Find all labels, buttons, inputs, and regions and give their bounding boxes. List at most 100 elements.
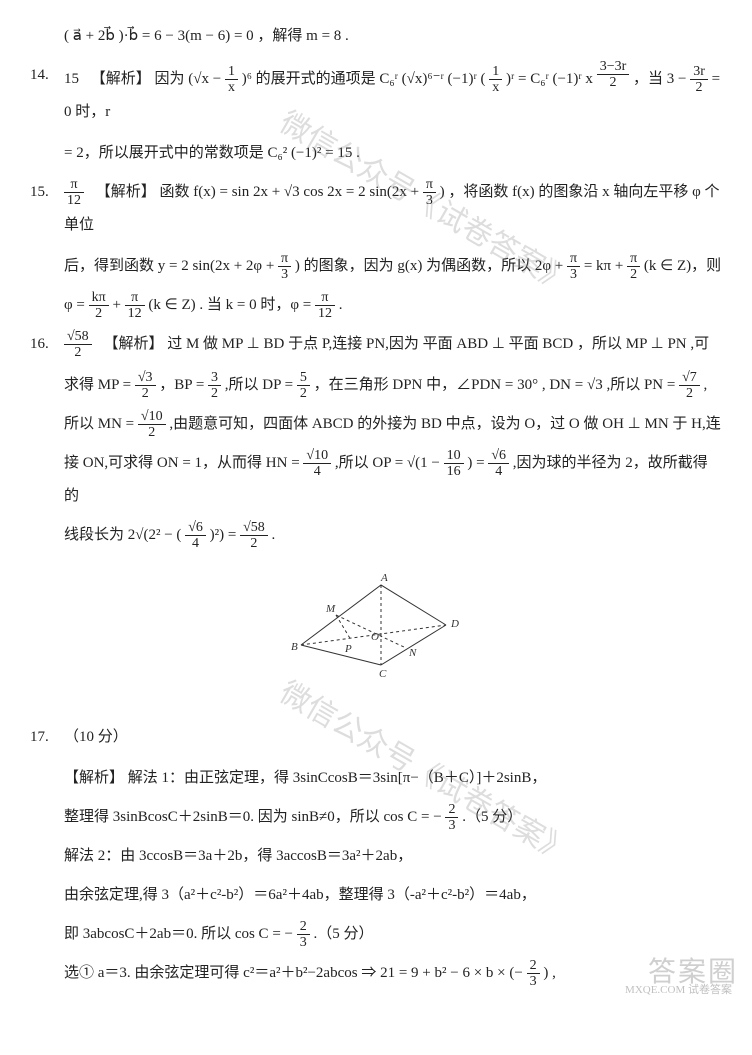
fraction: √64 [488,448,509,480]
fraction: √32 [135,370,156,402]
question-body: √582 【解析】 过 M 做 MP ⊥ BD 于点 P,连接 PN,因为 平面… [64,328,722,361]
text: . [339,297,343,313]
text: )²) = [210,527,240,543]
fraction: 1x [225,64,238,96]
svg-text:O: O [371,631,379,643]
question-body: （10 分） [64,721,722,754]
text: ,所以 OP = √(1 − [335,455,444,471]
text: )⁶ 的展开式的通项是 C₆ʳ (√x)⁶⁻ʳ (−1)ʳ ( [242,71,486,87]
svg-text:P: P [344,643,352,655]
fraction: kπ2 [89,290,109,322]
fraction: 3r2 [690,64,708,96]
analysis-tag: 【解析】 [91,71,151,87]
points: （10 分） [64,729,128,745]
fraction: π3 [423,177,436,209]
tetrahedron-diagram: A B C D M N P O [30,570,722,703]
answer-value: π12 [64,177,84,209]
text-line: 选① a＝3. 由余弦定理可得 c²＝a²＋b²−2abcos ⇒ 21 = 9… [64,957,722,990]
text: ，在三角形 DPN 中，∠PDN = 30° , DN = √3 ,所以 PN … [314,377,679,393]
question-number: 15. [30,176,64,242]
fraction: √64 [185,520,206,552]
text: . [272,527,276,543]
text: , [704,377,708,393]
analysis-tag: 【解析】 [64,770,124,786]
fraction: π3 [278,251,291,283]
text-line: 后，得到函数 y = 2 sin(2x + 2φ + π3 ) 的图象，因为 g… [64,250,722,283]
text: 即 3abcosC＋2ab＝0. 所以 cos C = − [64,926,297,942]
text: (k ∈ Z)，则 [644,258,721,274]
fraction: 52 [297,370,310,402]
fraction: 32 [208,370,221,402]
fraction: π12 [315,290,335,322]
text: 因为 (√x − [155,71,225,87]
text-line: 由余弦定理,得 3（a²＋c²-b²）＝6a²＋4ab，整理得 3（-a²＋c²… [64,879,722,912]
text: 解法 1：由正弦定理，得 3sinCcosB＝3sin[π−（B＋C）]＋2si… [128,770,547,786]
text-line: 线段长为 2√(2² − ( √64 )²) = √582 . [64,519,722,552]
question-number: 14. [30,59,64,129]
text-line: 解法 2：由 3ccosB＝3a＋2b，得 3accosB＝3a²＋2ab， [64,840,722,873]
text: )ʳ = C₆ʳ (−1)ʳ x [506,71,593,87]
analysis-tag: 【解析】 [96,184,156,200]
fraction: 1x [489,64,502,96]
text: ) = [467,455,488,471]
corner-sub: MXQE.COM 试卷答案 [625,978,732,1002]
line-top: ( a⃗ + 2b⃗ )·b⃗ = 6 − 3(m − 6) = 0 ，解得 m… [64,20,722,53]
text-line: 即 3abcosC＋2ab＝0. 所以 cos C = − 23 .（5 分） [64,918,722,951]
text: .（5 分） [462,809,522,825]
fraction: √104 [303,448,331,480]
text: 后，得到函数 y = 2 sin(2x + 2φ + [64,258,278,274]
text: + [112,297,124,313]
fraction: 23 [527,958,540,990]
svg-text:N: N [408,647,417,659]
svg-text:D: D [450,618,459,630]
question-number: 17. [30,721,64,754]
fraction: 3−3r2 [597,59,630,91]
analysis-tag: 【解析】 [103,336,163,352]
text: 整理得 3sinBcosC＋2sinB＝0. 因为 sinB≠0，所以 cos … [64,809,445,825]
text: φ = [64,297,89,313]
answer-value: 15 [64,63,79,96]
fraction: π3 [567,251,580,283]
text: ) 的图象，因为 g(x) 为偶函数，所以 2φ + [295,258,567,274]
text: = kπ + [584,258,627,274]
question-14: 14. 15 【解析】 因为 (√x − 1x )⁶ 的展开式的通项是 C₆ʳ … [30,59,722,129]
text: ) , [543,965,556,981]
text: 求得 MP = [64,377,135,393]
fraction: 23 [297,919,310,951]
text-line: 求得 MP = √32 ，BP = 32 ,所以 DP = 52 ，在三角形 D… [64,369,722,402]
text: (k ∈ Z) . 当 k = 0 时，φ = [148,297,315,313]
question-body: π12 【解析】 函数 f(x) = sin 2x + √3 cos 2x = … [64,176,722,242]
fraction: π12 [125,290,145,322]
question-number: 16. [30,328,64,361]
question-15: 15. π12 【解析】 函数 f(x) = sin 2x + √3 cos 2… [30,176,722,242]
text-line: 接 ON,可求得 ON = 1，从而得 HN = √104 ,所以 OP = √… [64,447,722,513]
fraction: π2 [627,251,640,283]
answer-value: √582 [64,329,92,361]
text: 接 ON,可求得 ON = 1，从而得 HN = [64,455,303,471]
text: ，当 3 − [633,71,690,87]
fraction: 23 [445,802,458,834]
text: ,所以 DP = [225,377,297,393]
fraction: √102 [138,409,166,441]
text-line: 所以 MN = √102 ,由题意可知，四面体 ABCD 的外接为 BD 中点，… [64,408,722,441]
question-body: 15 【解析】 因为 (√x − 1x )⁶ 的展开式的通项是 C₆ʳ (√x)… [64,59,722,129]
text: 函数 f(x) = sin 2x + √3 cos 2x = 2 sin(2x … [160,184,423,200]
text: = 2，所以展开式中的常数项是 C₆² (−1)² = 15 . [64,137,722,170]
text: 过 M 做 MP ⊥ BD 于点 P,连接 PN,因为 平面 ABD ⊥ 平面 … [167,336,709,352]
text-line: 【解析】 解法 1：由正弦定理，得 3sinCcosB＝3sin[π−（B＋C）… [64,762,722,795]
fraction: √582 [240,520,268,552]
svg-text:M: M [325,603,336,615]
svg-text:A: A [380,572,388,584]
svg-text:C: C [379,668,387,680]
fraction: 1016 [444,448,464,480]
question-16: 16. √582 【解析】 过 M 做 MP ⊥ BD 于点 P,连接 PN,因… [30,328,722,361]
text-line: φ = kπ2 + π12 (k ∈ Z) . 当 k = 0 时，φ = π1… [64,289,722,322]
fraction: √72 [679,370,700,402]
text: 所以 MN = [64,416,138,432]
text: ，BP = [159,377,208,393]
text: 选① a＝3. 由余弦定理可得 c²＝a²＋b²−2abcos ⇒ 21 = 9… [64,965,527,981]
text: ,由题意可知，四面体 ABCD 的外接为 BD 中点，设为 O，过 O 做 OH… [169,416,720,432]
text: 线段长为 2√(2² − ( [64,527,181,543]
svg-text:B: B [291,641,298,653]
text-line: 整理得 3sinBcosC＋2sinB＝0. 因为 sinB≠0，所以 cos … [64,801,722,834]
